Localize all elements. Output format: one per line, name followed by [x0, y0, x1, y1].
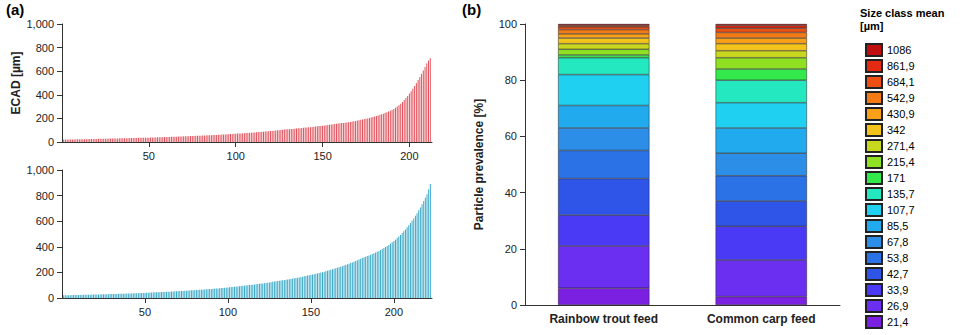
svg-text:271,4: 271,4 [887, 140, 915, 152]
svg-text:135,7: 135,7 [887, 188, 915, 200]
svg-text:861,9: 861,9 [887, 60, 915, 72]
svg-text:215,4: 215,4 [887, 156, 915, 168]
svg-text:400: 400 [36, 89, 54, 101]
svg-text:1086: 1086 [887, 44, 911, 56]
svg-text:1,000: 1,000 [26, 164, 54, 176]
svg-text:20: 20 [505, 243, 517, 255]
svg-text:100: 100 [499, 18, 517, 30]
svg-text:542,9: 542,9 [887, 92, 915, 104]
svg-text:(a): (a) [6, 1, 24, 18]
svg-text:400: 400 [36, 241, 54, 253]
svg-text:200: 200 [385, 306, 403, 318]
svg-text:[µm]: [µm] [860, 20, 884, 32]
svg-text:50: 50 [143, 150, 155, 162]
svg-text:53,8: 53,8 [887, 252, 908, 264]
svg-text:600: 600 [36, 65, 54, 77]
svg-text:60: 60 [505, 130, 517, 142]
svg-text:ECAD [µm]: ECAD [µm] [9, 52, 23, 115]
svg-text:200: 200 [400, 150, 418, 162]
svg-text:33,9: 33,9 [887, 284, 908, 296]
svg-text:Particle prevalence [%]: Particle prevalence [%] [472, 99, 486, 230]
svg-text:684,1: 684,1 [887, 76, 915, 88]
svg-text:150: 150 [313, 150, 331, 162]
svg-text:(b): (b) [462, 1, 481, 18]
svg-text:Size class mean: Size class mean [860, 7, 947, 19]
svg-text:80: 80 [505, 74, 517, 86]
svg-text:Common carp feed: Common carp feed [707, 312, 816, 326]
svg-text:21,4: 21,4 [887, 316, 908, 328]
svg-text:0: 0 [511, 299, 517, 311]
svg-text:50: 50 [139, 306, 151, 318]
svg-text:0: 0 [48, 136, 54, 148]
svg-text:342: 342 [887, 124, 905, 136]
svg-text:107,7: 107,7 [887, 204, 915, 216]
svg-text:800: 800 [36, 42, 54, 54]
svg-text:85,5: 85,5 [887, 220, 908, 232]
svg-text:150: 150 [302, 306, 320, 318]
svg-text:42,7: 42,7 [887, 268, 908, 280]
svg-text:800: 800 [36, 190, 54, 202]
svg-text:26,9: 26,9 [887, 300, 908, 312]
svg-text:100: 100 [227, 150, 245, 162]
svg-text:1,000: 1,000 [26, 18, 54, 30]
svg-text:171: 171 [887, 172, 905, 184]
svg-text:600: 600 [36, 215, 54, 227]
svg-text:430,9: 430,9 [887, 108, 915, 120]
svg-text:200: 200 [36, 112, 54, 124]
svg-text:40: 40 [505, 187, 517, 199]
svg-text:100: 100 [219, 306, 237, 318]
svg-text:0: 0 [48, 292, 54, 304]
svg-text:200: 200 [36, 266, 54, 278]
svg-text:Rainbow trout feed: Rainbow trout feed [549, 312, 658, 326]
svg-text:67,8: 67,8 [887, 236, 908, 248]
